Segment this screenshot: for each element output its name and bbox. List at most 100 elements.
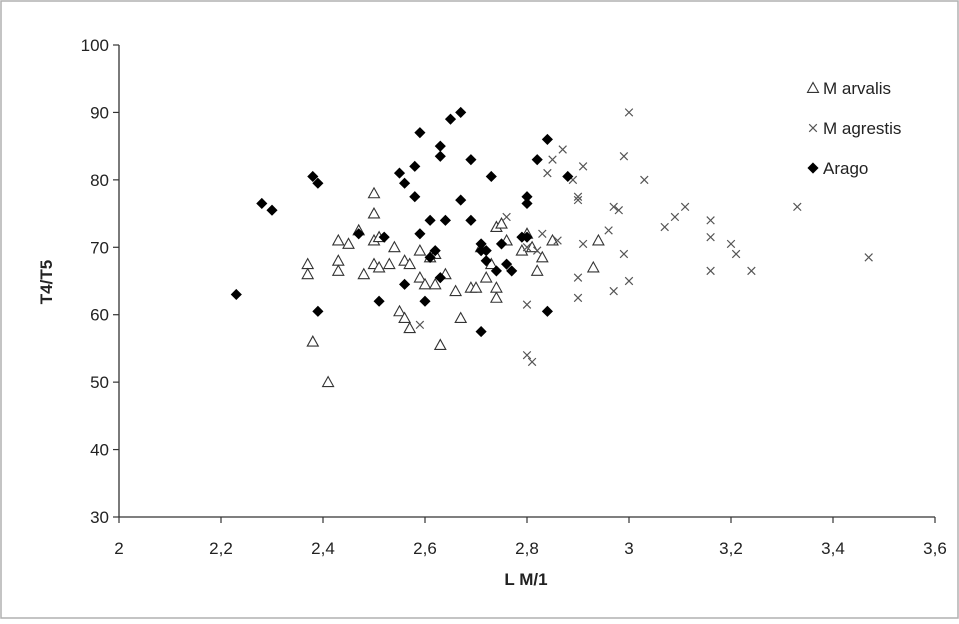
data-point	[434, 150, 446, 162]
data-point	[403, 257, 417, 270]
x-tick-label: 2	[114, 539, 123, 558]
data-point	[706, 232, 715, 242]
data-point	[312, 177, 324, 189]
data-point	[624, 108, 634, 117]
data-point	[479, 270, 493, 283]
data-point	[367, 206, 381, 219]
data-point	[455, 194, 467, 206]
data-point	[414, 127, 426, 139]
data-point	[475, 326, 487, 338]
data-point	[393, 167, 406, 179]
data-point	[619, 249, 629, 259]
data-point	[726, 239, 736, 249]
y-tick-label: 50	[90, 373, 109, 392]
data-point	[502, 212, 511, 222]
data-point	[553, 236, 562, 245]
y-tick-label: 40	[90, 441, 109, 460]
data-point	[367, 186, 381, 199]
data-point	[522, 300, 532, 309]
data-point	[624, 276, 634, 286]
data-point	[541, 133, 553, 145]
data-point	[403, 321, 417, 334]
data-point	[387, 240, 401, 253]
x-tick-label: 3,2	[719, 539, 743, 558]
data-point	[372, 260, 386, 273]
data-point	[670, 212, 680, 222]
data-point	[429, 245, 441, 257]
x-tick-label: 2,4	[311, 539, 335, 558]
data-point	[573, 195, 583, 205]
data-point	[480, 245, 492, 257]
data-point	[530, 264, 544, 276]
series-arago	[230, 106, 574, 338]
data-point	[398, 311, 412, 324]
data-point	[428, 277, 442, 290]
y-tick-label: 90	[90, 103, 109, 122]
data-point	[353, 228, 365, 240]
data-point	[465, 154, 477, 166]
data-point	[506, 265, 518, 277]
data-point	[382, 257, 396, 270]
data-point	[864, 253, 873, 262]
legend-label: M agrestis	[823, 119, 901, 138]
data-point	[357, 267, 371, 280]
data-point	[660, 222, 669, 232]
data-point	[586, 260, 600, 273]
data-point	[418, 277, 432, 290]
legend-label: Arago	[823, 159, 868, 178]
data-point	[434, 272, 446, 284]
data-point	[521, 197, 533, 210]
x-tick-label: 3,4	[821, 539, 845, 558]
data-point	[609, 202, 618, 212]
data-point	[399, 177, 411, 189]
data-point	[706, 216, 715, 225]
x-tick-label: 2,6	[413, 539, 437, 558]
data-point	[522, 243, 532, 252]
data-point	[548, 155, 557, 164]
x-tick-label: 3,6	[923, 539, 947, 558]
data-point	[419, 295, 431, 307]
y-axis-title: T4/T5	[37, 260, 56, 304]
data-point	[531, 154, 543, 166]
data-point	[266, 204, 278, 216]
data-point	[522, 350, 532, 360]
data-point	[449, 284, 463, 297]
data-point	[424, 251, 436, 263]
data-point	[578, 162, 588, 171]
data-point	[444, 113, 457, 125]
y-tick-label: 100	[81, 36, 109, 55]
data-point	[680, 202, 690, 212]
data-point	[640, 175, 649, 185]
series-m-agrestis	[415, 108, 873, 367]
x-axis-title: L M/1	[504, 570, 547, 589]
data-point	[321, 375, 335, 388]
data-point	[454, 311, 468, 324]
data-point	[409, 191, 421, 203]
data-point	[706, 266, 715, 276]
data-point	[489, 291, 503, 303]
data-point	[538, 229, 547, 239]
data-point	[489, 281, 503, 293]
data-point	[455, 106, 467, 118]
data-point	[562, 170, 574, 183]
data-point	[413, 244, 427, 256]
data-point	[469, 281, 483, 293]
data-point	[485, 170, 497, 183]
data-point	[609, 286, 618, 296]
data-point	[535, 250, 549, 263]
legend-label: M arvalis	[823, 79, 891, 98]
data-point	[331, 264, 345, 276]
data-point	[414, 228, 426, 240]
series-layer	[230, 106, 873, 388]
data-point	[541, 305, 553, 317]
data-point	[573, 192, 583, 201]
axes: 30 40 50 60 70 80 90 100 2 2,2 2,4 2,6 2,8 3 3,2 3,4 3,6	[81, 36, 947, 558]
data-point	[793, 202, 802, 212]
data-point	[413, 270, 427, 283]
x-tick-label: 2,8	[515, 539, 539, 558]
data-point	[501, 258, 513, 270]
data-point	[331, 233, 345, 246]
y-tick-label: 70	[90, 238, 109, 257]
